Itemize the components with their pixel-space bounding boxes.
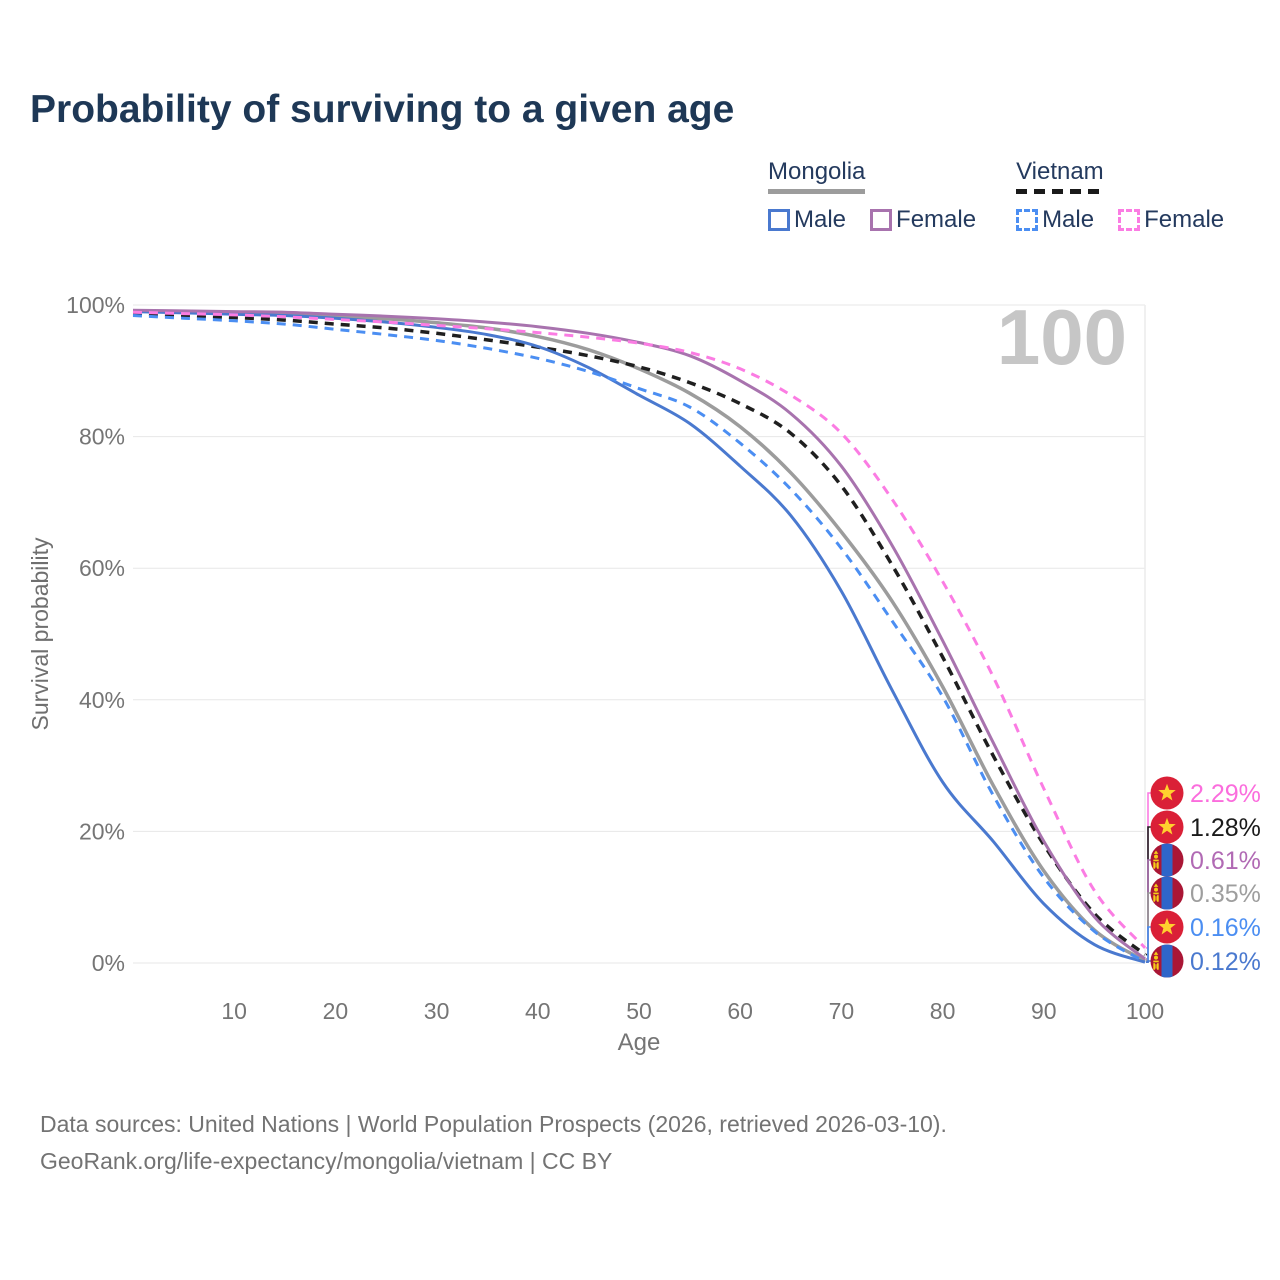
x-tick-label: 100 — [1126, 998, 1164, 1024]
mongolia-flag-icon — [1150, 944, 1184, 978]
checkbox-vietnam-male[interactable] — [1016, 209, 1039, 231]
mongolia-flag-icon — [1150, 876, 1184, 910]
end-value-label: 0.16% — [1190, 914, 1261, 942]
end-label-vietnam-male[interactable]: 0.16% — [1146, 910, 1261, 963]
end-label-mongolia-total[interactable]: 0.35% — [1146, 876, 1261, 962]
checkbox-mongolia-female[interactable] — [870, 209, 893, 231]
end-value-label: 0.61% — [1190, 847, 1261, 875]
x-tick-label: 20 — [323, 998, 349, 1024]
series-line-mongolia-male[interactable] — [132, 310, 1146, 964]
soyombo-icon — [1153, 951, 1159, 955]
x-tick-label: 50 — [626, 998, 652, 1024]
series-line-vietnam-female[interactable] — [132, 310, 1147, 949]
checkbox-vietnam-female[interactable] — [1118, 209, 1141, 231]
end-label-vietnam-total[interactable]: 1.28% — [1146, 810, 1261, 956]
source-url: GeoRank.org/life-expectancy/mongolia/vie… — [40, 1148, 613, 1174]
end-label-mongolia-male[interactable]: 0.12% — [1146, 944, 1261, 978]
legend-item-mongolia-female[interactable]: Female — [870, 206, 976, 234]
series-line-mongolia-total[interactable] — [132, 309, 1146, 963]
series-line-vietnam-male[interactable] — [132, 314, 1146, 964]
x-tick-label: 80 — [930, 998, 956, 1024]
mongolia-flag-icon — [1150, 843, 1184, 877]
legend-country-vietnam: Vietnam — [1016, 158, 1104, 194]
data-sources-note: Data sources: United Nations | World Pop… — [40, 1111, 947, 1137]
legend-item-label[interactable]: Female — [1144, 206, 1225, 233]
end-value-label: 0.35% — [1190, 880, 1261, 908]
legend-group-mongolia: Mongolia Male Female — [768, 158, 976, 234]
series-line-vietnam-total[interactable] — [132, 311, 1147, 956]
legend-country-label: Vietnam — [1016, 158, 1104, 185]
y-tick-label: 40% — [79, 687, 125, 713]
legend-item-label[interactable]: Male — [794, 206, 847, 233]
legend-item-label[interactable]: Female — [896, 206, 977, 233]
end-label-mongolia-female[interactable]: 0.61% — [1146, 843, 1261, 960]
y-axis-label: Survival probability — [27, 537, 53, 731]
legend-item-label[interactable]: Male — [1042, 206, 1095, 233]
legend-item-vietnam-male[interactable]: Male — [1016, 206, 1094, 234]
star-icon — [1158, 783, 1176, 801]
legend-row: Male Female — [768, 206, 976, 234]
x-tick-label: 40 — [525, 998, 551, 1024]
y-tick-label: 0% — [92, 950, 125, 976]
x-tick-label: 10 — [221, 998, 247, 1024]
end-value-label: 2.29% — [1190, 780, 1261, 808]
x-axis-label: Age — [618, 1029, 661, 1056]
x-tick-label: 70 — [829, 998, 855, 1024]
star-icon — [1158, 817, 1176, 835]
legend-group-vietnam: Vietnam Male Female — [1016, 158, 1224, 234]
page-title: Probability of surviving to a given age — [30, 88, 735, 131]
y-tick-label: 60% — [79, 555, 125, 581]
chart-legend: Mongolia Male Female Vietnam — [768, 158, 1224, 234]
mongolia-solid-line-swatch — [768, 189, 866, 194]
y-tick-label: 80% — [79, 424, 125, 450]
y-tick-label: 100% — [66, 292, 125, 318]
star-icon — [1158, 917, 1176, 935]
x-tick-label: 30 — [424, 998, 450, 1024]
leader-line — [1146, 926, 1151, 963]
legend-item-vietnam-female[interactable]: Female — [1118, 206, 1224, 234]
end-value-label: 1.28% — [1190, 814, 1261, 842]
leader-line — [1146, 960, 1151, 964]
legend-row: Male Female — [1016, 206, 1224, 234]
hovered-age-watermark: 100 — [997, 293, 1127, 381]
y-tick-label: 20% — [79, 818, 125, 844]
soyombo-icon — [1153, 850, 1159, 854]
chart-footer: Data sources: United Nations | World Pop… — [40, 1106, 947, 1180]
legend-country-label: Mongolia — [768, 158, 866, 185]
end-value-label: 0.12% — [1190, 948, 1261, 976]
x-tick-label: 60 — [727, 998, 753, 1024]
vietnam-dashed-line-swatch — [1016, 189, 1104, 194]
legend-item-mongolia-male[interactable]: Male — [768, 206, 846, 234]
checkbox-mongolia-male[interactable] — [768, 209, 790, 231]
soyombo-icon — [1153, 883, 1159, 887]
x-tick-label: 90 — [1031, 998, 1057, 1024]
series-line-mongolia-female[interactable] — [132, 308, 1146, 961]
legend-country-mongolia: Mongolia — [768, 158, 866, 194]
